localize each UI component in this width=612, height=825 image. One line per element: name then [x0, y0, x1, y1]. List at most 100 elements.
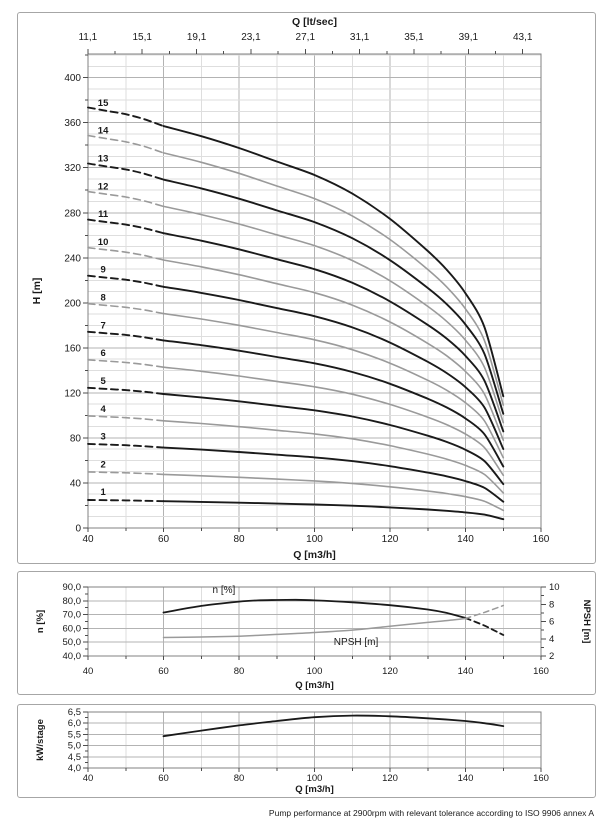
- n-tick-label: 70,0: [63, 610, 82, 621]
- stage-label-2: 2: [100, 459, 105, 470]
- eff-curves: n [%] NPSH [m]: [162, 585, 505, 648]
- kw-tick-label: 4,0: [68, 763, 81, 774]
- x-tick-label: 100: [307, 666, 323, 677]
- top-tick-label: 19,1: [187, 32, 207, 43]
- x-tick-label: 140: [458, 773, 474, 784]
- npsh-tick-label: 2: [549, 651, 554, 662]
- power-curves: [162, 714, 505, 738]
- curve-stage-6-dashed: [87, 359, 165, 368]
- curve-stage-10: [162, 259, 505, 441]
- top-tick-label: 35,1: [404, 32, 424, 43]
- top-tick-label: 43,1: [513, 32, 533, 43]
- y-tick-label: 280: [64, 208, 81, 219]
- x-axis: 40 60 80 100 120 140 160 Q [m3/h]: [83, 768, 549, 795]
- top-tick-label: 31,1: [350, 32, 370, 43]
- kw-tick-label: 4,5: [68, 752, 81, 763]
- gridlines: [88, 587, 541, 656]
- x-tick-label: 60: [158, 773, 169, 784]
- curve-stage-4: [162, 420, 505, 494]
- npsh-curve: [162, 617, 467, 639]
- curve-stage-4-dashed: [87, 415, 165, 422]
- gridlines: [88, 54, 541, 528]
- curve-stage-5: [162, 393, 505, 486]
- footer-note: Pump performance at 2900rpm with relevan…: [268, 808, 594, 818]
- stage-label-12: 12: [98, 181, 109, 192]
- efficiency-npsh-chart-panel: 40,0 50,0 60,0 70,0 80,0 90,0 n [%] 2 4 6 8 10 NPSH …: [17, 571, 596, 695]
- top-tick-label: 15,1: [132, 32, 152, 43]
- y-tick-label: 80: [70, 433, 82, 444]
- top-tick-label: 11,1: [78, 32, 97, 43]
- kw-tick-label: 6,5: [68, 707, 81, 718]
- curve-stage-11: [162, 232, 505, 433]
- y-axis-title: kW/stage: [35, 719, 46, 761]
- stage-label-4: 4: [100, 404, 106, 415]
- y-tick-label: 0: [75, 524, 81, 535]
- npsh-tick-label: 4: [549, 634, 554, 645]
- stage-label-10: 10: [98, 237, 109, 248]
- curve-stage-15: [162, 125, 505, 398]
- x-tick-label: 140: [457, 534, 474, 545]
- x-tick-label: 80: [234, 666, 245, 677]
- npsh-tick-label: 10: [549, 582, 560, 593]
- gridlines: [88, 712, 541, 768]
- n-tick-label: 40,0: [63, 651, 82, 662]
- stage-label-3: 3: [100, 432, 105, 443]
- x-tick-label: 140: [458, 666, 474, 677]
- x-tick-label: 120: [382, 773, 398, 784]
- y-axis-right: 2 4 6 8 10 NPSH [m]: [541, 582, 592, 662]
- x-tick-label: 100: [307, 773, 323, 784]
- npsh-tick-label: 6: [549, 617, 554, 628]
- top-tick-label: 27,1: [296, 32, 316, 43]
- x-tick-label: 60: [158, 534, 170, 545]
- curve-stage-2: [162, 473, 505, 512]
- y-tick-label: 320: [64, 163, 81, 174]
- stage-label-11: 11: [98, 209, 109, 220]
- stage-label-8: 8: [100, 293, 105, 304]
- curve-stage-1-dashed: [87, 499, 165, 503]
- x-tick-label: 80: [234, 773, 245, 784]
- y-tick-label: 160: [64, 343, 81, 354]
- x-axis-title: Q [m3/h]: [293, 549, 336, 561]
- curve-stage-12: [162, 205, 505, 424]
- y-tick-label: 360: [64, 118, 81, 129]
- stage-label-15: 15: [98, 98, 109, 109]
- y-axis: 4,04,55,05,56,06,5 kW/stage: [35, 707, 88, 774]
- n-curve-label: n [%]: [213, 585, 236, 596]
- curve-stage-9-dashed: [87, 274, 165, 288]
- npsh-curve-label: NPSH [m]: [334, 637, 379, 648]
- curve-stage-6: [162, 366, 505, 477]
- stage-label-7: 7: [100, 320, 105, 331]
- y-axis: 0 40 80 120 160 200 240 280 320 360 400 H [m]: [31, 54, 88, 535]
- x-tick-label: 40: [83, 773, 94, 784]
- x-tick-label: 60: [158, 666, 169, 677]
- kw-tick-label: 5,5: [68, 729, 81, 740]
- x-axis: 40 60 80 100 120 140 160 Q [m3/h]: [83, 656, 549, 691]
- x-tick-label: 80: [233, 534, 245, 545]
- curve-stage-13-dashed: [87, 162, 165, 181]
- curve-stage-11-dashed: [87, 218, 165, 235]
- x-tick-label: 100: [306, 534, 323, 545]
- stage-label-1: 1: [100, 487, 106, 498]
- x-tick-label: 40: [83, 666, 94, 677]
- x-tick-label: 160: [533, 666, 549, 677]
- curve-stage-13: [162, 178, 505, 415]
- y-axis-title: H [m]: [31, 278, 43, 305]
- y-axis-right-title: NPSH [m]: [581, 600, 592, 644]
- npsh-tick-label: 8: [549, 599, 554, 610]
- x-axis-title: Q [m3/h]: [295, 680, 334, 691]
- n-tick-label: 80,0: [63, 596, 82, 607]
- stage-label-9: 9: [100, 265, 105, 276]
- curve-stage-1: [162, 500, 505, 521]
- top-axis: 11,1 15,1 19,1 23,1 27,1 31,1 35,1 39,1 43,1 Q [l…: [78, 16, 533, 54]
- curve-stage-15-dashed: [87, 106, 165, 128]
- x-tick-label: 40: [82, 534, 94, 545]
- x-tick-label: 160: [533, 534, 550, 545]
- y-axis-left: 40,0 50,0 60,0 70,0 80,0 90,0 n [%]: [35, 582, 88, 662]
- n-tick-label: 90,0: [63, 582, 82, 593]
- curve-stage-5-dashed: [87, 386, 165, 395]
- x-tick-label: 160: [533, 773, 549, 784]
- curve-stage-12-dashed: [87, 190, 165, 208]
